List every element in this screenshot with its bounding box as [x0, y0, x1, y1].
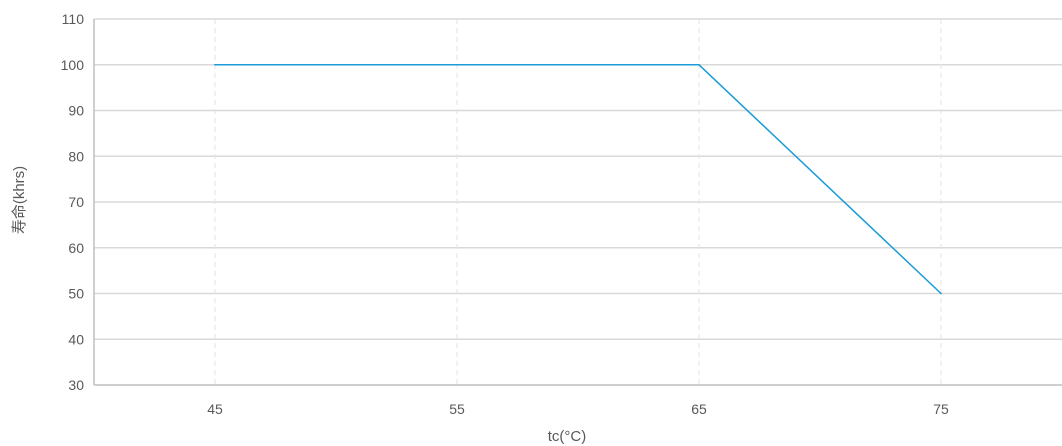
y-tick-label: 40 — [68, 331, 84, 347]
x-tick-label: 55 — [449, 401, 465, 417]
series-layer — [214, 63, 942, 295]
data-point — [940, 292, 942, 295]
x-tick-label: 75 — [933, 401, 949, 417]
y-tick-label: 60 — [68, 240, 84, 256]
grid-layer — [94, 18, 1062, 385]
data-point — [698, 63, 700, 66]
y-tick-label: 80 — [68, 148, 84, 164]
y-tick-label: 30 — [68, 377, 84, 393]
y-tick-label: 100 — [61, 57, 85, 73]
x-tick-label: 45 — [207, 401, 223, 417]
y-axis-title: 寿命(khrs) — [10, 166, 28, 234]
label-layer: 30 40 50 60 70 80 90 100 110 45 55 65 75 — [61, 11, 949, 417]
axis-layer — [93, 19, 1062, 386]
x-tick-label: 65 — [691, 401, 707, 417]
series-line — [214, 64, 942, 295]
y-tick-label: 90 — [68, 103, 84, 119]
x-axis-title: tc(°C) — [548, 428, 587, 445]
y-tick-label: 50 — [68, 286, 84, 302]
data-point — [214, 63, 216, 66]
y-tick-label: 110 — [62, 11, 85, 27]
y-tick-label: 70 — [68, 194, 84, 210]
